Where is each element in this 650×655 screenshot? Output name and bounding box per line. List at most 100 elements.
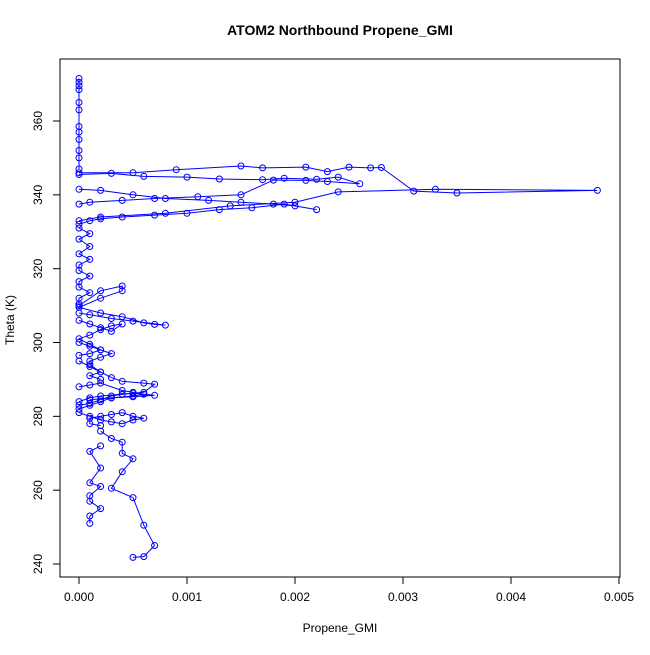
data-point	[129, 388, 137, 396]
data-point	[75, 283, 83, 291]
y-axis: 240 260 280 300 320 340 360	[31, 111, 61, 574]
data-point	[75, 316, 83, 324]
data-point	[97, 368, 105, 376]
data-point	[183, 173, 191, 181]
data-point	[86, 497, 94, 505]
data-point	[291, 198, 299, 206]
data-point	[118, 387, 126, 394]
data-point	[97, 326, 105, 334]
data-point	[75, 78, 83, 86]
series-line	[78, 188, 317, 225]
data-point	[161, 195, 169, 202]
data-point	[269, 176, 277, 184]
data-point	[269, 200, 277, 208]
series-layer	[75, 75, 601, 561]
data-point	[345, 163, 353, 171]
data-point	[151, 380, 159, 388]
data-point	[107, 169, 115, 177]
data-point	[334, 188, 342, 196]
data-point	[86, 381, 94, 389]
data-point	[97, 442, 105, 450]
data-point	[97, 379, 105, 387]
x-axis-label: Propene_GMI	[303, 621, 378, 635]
y-tick-label: 280	[31, 406, 45, 426]
data-point	[237, 191, 245, 199]
data-point	[86, 519, 94, 527]
data-point	[377, 164, 385, 171]
data-point	[97, 396, 105, 404]
data-point	[97, 427, 105, 435]
data-point	[75, 128, 83, 136]
series-line	[100, 430, 156, 558]
data-point	[86, 512, 94, 520]
data-point	[75, 339, 83, 346]
data-point	[75, 171, 83, 178]
series-5	[75, 282, 169, 329]
data-point	[86, 243, 94, 250]
data-point	[313, 175, 321, 183]
data-point	[334, 173, 342, 181]
series-0	[75, 75, 83, 173]
y-tick-label: 320	[31, 258, 45, 278]
data-point	[129, 191, 137, 199]
data-point	[302, 163, 310, 171]
data-point	[75, 383, 83, 391]
data-point	[107, 411, 115, 418]
data-point	[129, 317, 137, 325]
data-point	[86, 372, 94, 380]
data-point	[75, 217, 83, 225]
series-4	[75, 224, 94, 308]
data-point	[75, 235, 83, 243]
data-point	[86, 217, 94, 225]
data-point	[205, 196, 213, 204]
data-point	[86, 289, 94, 297]
data-point	[356, 180, 364, 188]
data-point	[97, 287, 105, 295]
data-point	[215, 175, 223, 183]
data-point	[593, 186, 601, 194]
data-point	[97, 412, 105, 420]
data-point	[140, 390, 148, 398]
data-point	[259, 176, 267, 184]
data-point	[367, 164, 375, 172]
data-point	[129, 392, 137, 400]
data-point	[97, 375, 105, 383]
data-point	[107, 322, 115, 330]
data-point	[183, 209, 191, 217]
data-point	[118, 287, 126, 295]
data-point	[129, 553, 137, 561]
y-tick-label: 260	[31, 480, 45, 500]
data-point	[97, 186, 105, 194]
data-point	[97, 294, 105, 302]
data-point	[140, 379, 148, 387]
data-point	[107, 394, 115, 402]
data-point	[161, 209, 169, 217]
x-tick-label: 0.004	[496, 590, 526, 604]
data-point	[107, 484, 115, 492]
data-point	[107, 374, 115, 382]
data-point	[75, 82, 83, 90]
data-point	[86, 412, 94, 420]
data-point	[118, 438, 126, 446]
series-8	[75, 389, 159, 413]
data-point	[291, 202, 299, 210]
data-point	[75, 405, 83, 413]
y-axis-label: Theta (K)	[3, 295, 17, 345]
data-point	[86, 447, 94, 455]
data-point	[151, 195, 159, 202]
data-point	[118, 196, 126, 204]
data-point	[140, 319, 148, 327]
data-point	[86, 396, 94, 404]
data-point	[118, 420, 126, 428]
series-11	[86, 442, 105, 527]
data-point	[86, 320, 94, 328]
y-tick-label: 360	[31, 111, 45, 131]
data-point	[86, 331, 94, 339]
data-point	[118, 468, 126, 476]
data-point	[107, 418, 115, 426]
data-point	[86, 198, 94, 206]
series-line	[88, 445, 102, 524]
data-point	[280, 174, 288, 182]
series-2	[75, 169, 364, 208]
